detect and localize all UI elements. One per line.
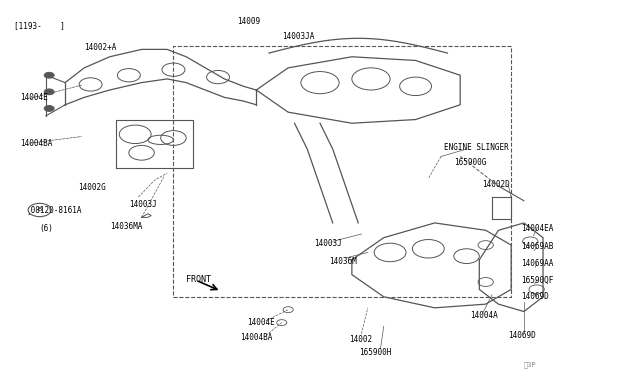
Text: FRONT: FRONT (186, 275, 211, 283)
Text: 14004BA: 14004BA (20, 139, 53, 148)
Text: [1193-    ]: [1193- ] (14, 21, 65, 30)
Text: B: B (38, 208, 42, 212)
Text: ENGINE SLINGER: ENGINE SLINGER (444, 143, 509, 152)
Text: 14003J: 14003J (129, 200, 157, 209)
Text: 14009: 14009 (237, 17, 260, 26)
Text: 14004E: 14004E (246, 318, 275, 327)
Text: 14002: 14002 (349, 335, 372, 344)
Text: 14069D: 14069D (521, 292, 548, 301)
Text: 14004BA: 14004BA (241, 333, 273, 342)
Text: 14069AB: 14069AB (521, 243, 553, 251)
Text: 䀀3P: 䀀3P (524, 362, 537, 368)
Circle shape (45, 106, 54, 111)
Text: 14003J: 14003J (314, 239, 341, 248)
Text: 14069D: 14069D (508, 331, 536, 340)
Text: 14004E: 14004E (20, 93, 48, 102)
Text: 14004EA: 14004EA (521, 224, 553, 233)
Bar (173, 46, 511, 297)
Text: (6): (6) (40, 224, 54, 233)
Text: 14004A: 14004A (470, 311, 497, 320)
Text: ¸08120-8161A: ¸08120-8161A (27, 205, 83, 215)
Text: 165900H: 165900H (360, 349, 392, 357)
Circle shape (45, 89, 54, 94)
Circle shape (45, 73, 54, 78)
Text: 14003JA: 14003JA (282, 32, 314, 41)
Text: 14036MA: 14036MA (109, 222, 142, 231)
Text: 14002G: 14002G (78, 183, 106, 192)
Text: 14069AA: 14069AA (521, 259, 553, 268)
Text: 14002+A: 14002+A (84, 43, 116, 52)
Text: 14002D: 14002D (483, 180, 510, 189)
Text: 14036M: 14036M (330, 257, 357, 266)
Text: 16590QF: 16590QF (521, 276, 553, 285)
Text: 165900G: 165900G (454, 157, 486, 167)
